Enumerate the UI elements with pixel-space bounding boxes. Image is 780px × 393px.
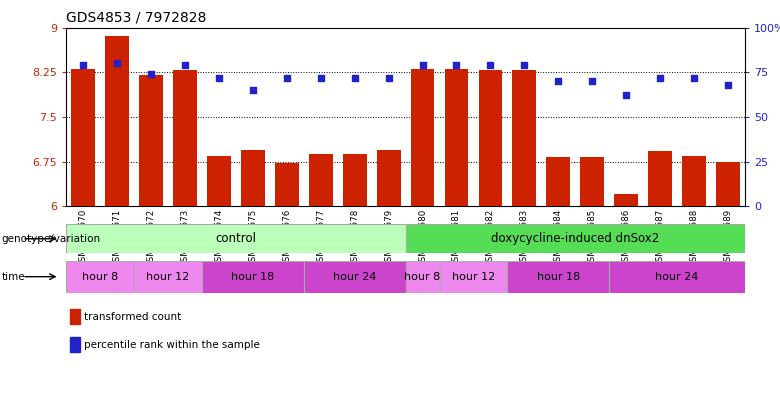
Text: hour 18: hour 18 <box>537 272 580 282</box>
Text: hour 18: hour 18 <box>232 272 275 282</box>
Point <box>179 62 191 68</box>
Text: control: control <box>215 232 257 245</box>
Bar <box>406 224 745 253</box>
Point <box>314 74 327 81</box>
Bar <box>140 75 163 206</box>
Bar <box>440 261 508 293</box>
Point <box>688 74 700 81</box>
Point <box>213 74 225 81</box>
Text: doxycycline-induced dnSox2: doxycycline-induced dnSox2 <box>491 232 659 245</box>
Point <box>382 74 395 81</box>
Bar <box>304 261 406 293</box>
Point <box>586 78 598 84</box>
Text: percentile rank within the sample: percentile rank within the sample <box>84 340 260 350</box>
Bar <box>507 261 609 293</box>
Bar <box>309 154 332 206</box>
Text: hour 12: hour 12 <box>147 272 190 282</box>
Text: transformed count: transformed count <box>84 312 182 322</box>
Point <box>654 74 666 81</box>
Text: time: time <box>2 272 25 282</box>
Bar <box>275 163 299 206</box>
Text: GDS4853 / 7972828: GDS4853 / 7972828 <box>66 11 207 25</box>
Bar <box>547 158 570 206</box>
Bar <box>609 261 745 293</box>
Point <box>484 62 497 68</box>
Point <box>518 62 530 68</box>
Bar <box>512 70 536 206</box>
Point <box>552 78 565 84</box>
Text: genotype/variation: genotype/variation <box>2 234 101 244</box>
Bar <box>445 69 468 206</box>
Bar <box>66 224 406 253</box>
Text: hour 12: hour 12 <box>452 272 495 282</box>
Point <box>281 74 293 81</box>
Point <box>145 71 158 77</box>
Bar <box>716 162 739 206</box>
Bar <box>479 70 502 206</box>
Bar <box>105 37 129 206</box>
Bar <box>241 150 264 206</box>
Bar <box>648 151 672 206</box>
Point <box>722 82 734 88</box>
Bar <box>173 70 197 206</box>
Bar <box>615 195 638 206</box>
Bar <box>377 150 400 206</box>
Point <box>349 74 361 81</box>
Point <box>111 60 123 66</box>
Text: hour 24: hour 24 <box>655 272 699 282</box>
Bar <box>66 261 134 293</box>
Bar <box>134 261 202 293</box>
Bar <box>411 69 434 206</box>
Text: hour 24: hour 24 <box>333 272 377 282</box>
Bar <box>72 69 95 206</box>
Point <box>450 62 463 68</box>
Bar <box>580 157 604 206</box>
Bar <box>682 156 706 206</box>
Point <box>246 87 259 93</box>
Point <box>620 92 633 99</box>
Bar <box>406 261 440 293</box>
Bar <box>343 154 367 206</box>
Point <box>77 62 90 68</box>
Bar <box>202 261 304 293</box>
Point <box>417 62 429 68</box>
Bar <box>207 156 231 206</box>
Text: hour 8: hour 8 <box>82 272 119 282</box>
Text: hour 8: hour 8 <box>405 272 441 282</box>
